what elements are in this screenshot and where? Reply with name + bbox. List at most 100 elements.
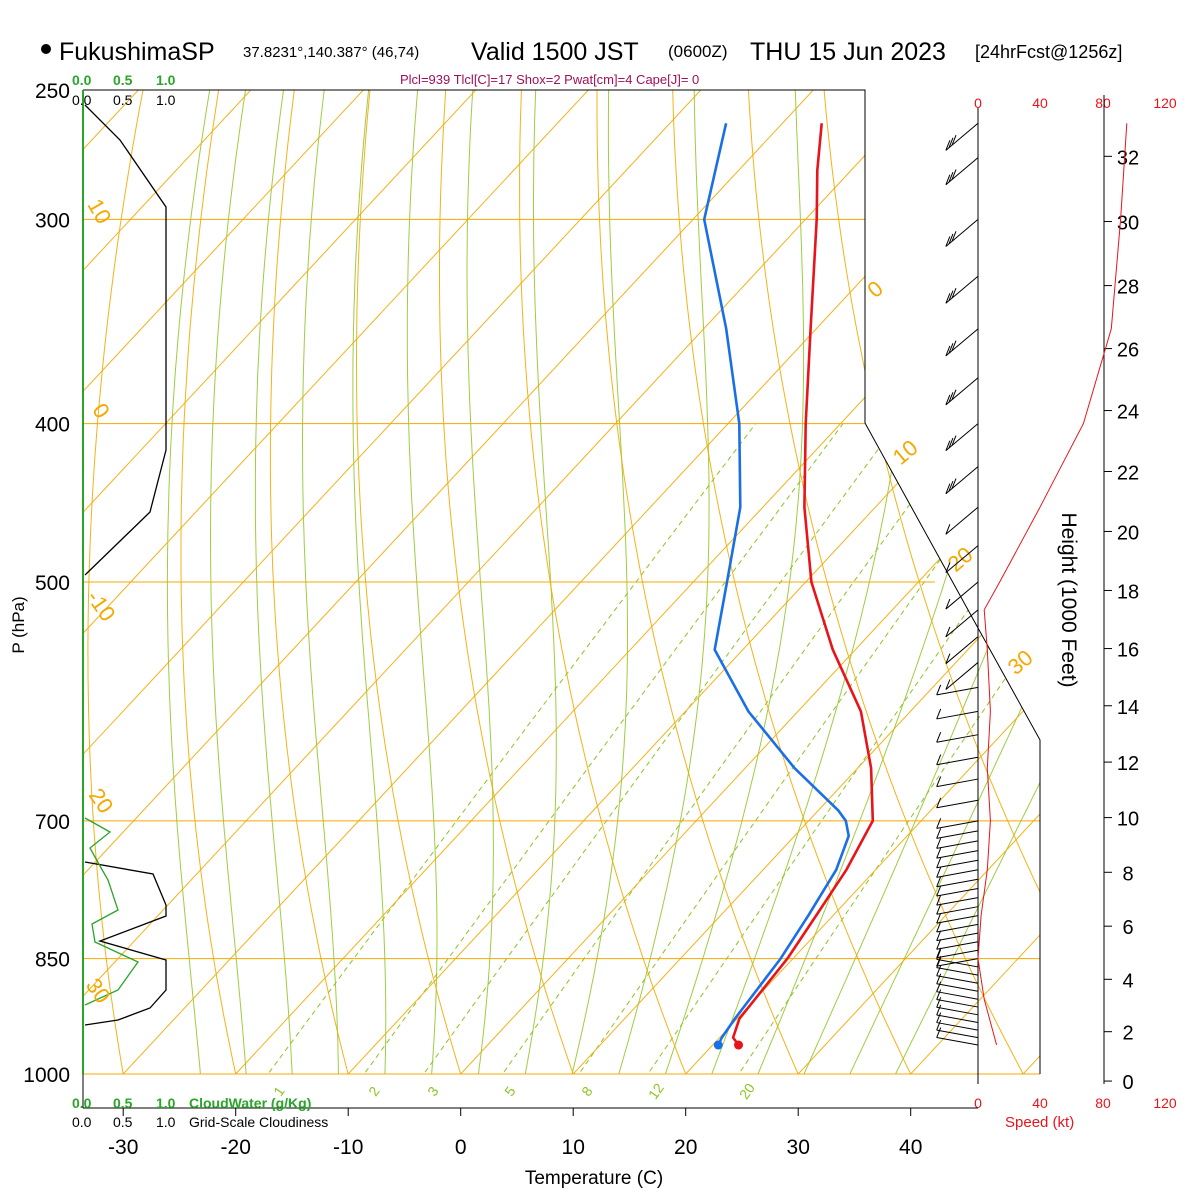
wind-barb-staff (936, 975, 979, 984)
wind-barb-flag (936, 939, 942, 950)
valid-time-utc: (0600Z) (668, 42, 728, 61)
height-tick-label: 26 (1117, 340, 1139, 362)
height-tick-label: 0 (1122, 1072, 1133, 1094)
speed-tick-label-bottom: 0 (974, 1095, 982, 1111)
wind-barb-staff (936, 850, 979, 859)
wind-barb-staff (936, 1029, 979, 1039)
moist-adiabat-line (743, 90, 1040, 1074)
speed-tick-label-top: 0 (974, 95, 982, 111)
pressure-tick-label: 500 (35, 572, 70, 595)
moist-adiabat-line (563, 90, 628, 1074)
wind-barb-flag (945, 524, 951, 535)
wind-barb-staff (945, 662, 979, 690)
wind-barb-staff (936, 734, 979, 743)
wind-barb-staff (936, 999, 979, 1008)
temperature-tick-label: 0 (455, 1136, 467, 1159)
wind-barb-flag (951, 478, 957, 489)
dry-adiabat-label: 30 (81, 974, 116, 1008)
isotherm-line (90, 90, 1040, 1074)
dry-adiabat-line (746, 90, 1040, 1074)
height-tick-label: 16 (1117, 640, 1139, 662)
sounding-profiles (702, 123, 875, 1050)
wind-barb-staff (936, 859, 979, 869)
wind-barb-flag (951, 389, 957, 400)
mixing-ratio-line (477, 423, 969, 1074)
temperature-tick-label: -10 (333, 1136, 363, 1159)
wind-barb-staff (945, 636, 979, 665)
cloudwater-scale-bottom-1: 0.5 (113, 1095, 133, 1111)
dewpoint-surface-marker (713, 1040, 723, 1050)
dry-adiabat-label: 30 (1003, 645, 1038, 680)
wind-barb-flag (936, 981, 942, 992)
wind-barb-staff (945, 328, 979, 357)
cloudiness-scale-bottom-0: 0.0 (72, 1114, 92, 1130)
wind-barb-flag (936, 797, 942, 808)
isotherm-line (878, 90, 1040, 1074)
height-tick-label: 8 (1122, 863, 1133, 885)
wind-barb-flag (948, 392, 954, 403)
wind-barb-flag (951, 231, 957, 242)
wind-barb-staff (936, 967, 979, 976)
dry-adiabat-line (269, 90, 359, 1074)
wind-barb-flag (945, 236, 951, 247)
plot-frame (83, 89, 866, 423)
isotherm-lines (83, 90, 1040, 1074)
wind-barb-flag (948, 233, 954, 245)
speed-tick-label-top: 120 (1153, 95, 1177, 111)
wind-barb-staff (945, 122, 979, 151)
temperature-tick-label: -20 (221, 1136, 251, 1159)
wind-barb-flag (948, 480, 954, 492)
wind-barb-staff (936, 1014, 979, 1023)
wind-barb-flag (945, 140, 951, 151)
cloudwater-scale-tick-1: 0.5 (113, 72, 133, 88)
moist-adiabat-line (406, 90, 438, 1074)
moist-adiabat-line (210, 90, 251, 1074)
grid-scale-cloudiness-line (84, 104, 167, 576)
cloudiness-scale-bottom-1: 0.5 (113, 1114, 133, 1130)
moist-adiabat-line (878, 90, 1040, 1074)
mixing-ratio-label: 20 (736, 1080, 758, 1102)
pressure-tick-label: 700 (35, 811, 70, 834)
wind-barb-flag (945, 626, 951, 638)
mixing-ratio-label: 5 (501, 1083, 519, 1099)
isotherm-line (83, 90, 279, 1074)
height-axis-title: Height (1000 Feet) (1057, 512, 1080, 687)
wind-barb-staff (936, 932, 979, 942)
cloud-water-line (84, 817, 139, 1006)
dewpoint-profile (702, 123, 850, 1046)
wind-barb-staff (945, 157, 979, 186)
cloudiness-scale-tick-1: 0.5 (113, 92, 133, 108)
wind-barb-flag (936, 708, 942, 720)
wind-barb-staff (945, 545, 979, 574)
dry-adiabat-label: 0 (862, 276, 887, 303)
pressure-tick-label: 300 (35, 209, 70, 232)
height-tick-label: 30 (1117, 213, 1139, 235)
moist-adiabat-line (518, 90, 557, 1074)
height-tick-label: 14 (1117, 697, 1139, 719)
wind-barb-flag (945, 598, 951, 610)
cloudiness-scale-tick-0: 0.0 (72, 92, 92, 108)
wind-barb-flag (945, 653, 951, 664)
wind-barb-staff (936, 906, 979, 915)
wind-barb-flag (945, 174, 951, 185)
moist-adiabat-line (653, 90, 805, 1074)
wind-barb-staff (945, 506, 979, 535)
temperature-tick-label: 30 (787, 1136, 810, 1159)
stability-indices: Plcl=939 Tlcl[C]=17 Shox=2 Pwat[cm]=4 Ca… (400, 72, 699, 87)
lower-cloudiness-line (84, 861, 167, 1026)
isotherm-line (540, 90, 1040, 1074)
wind-barb-staff (936, 869, 979, 878)
isotherm-line (83, 90, 616, 1074)
temperature-tick-label: 20 (674, 1136, 697, 1159)
dry-adiabat-line (1196, 61, 1200, 1109)
dry-adiabat-line (596, 90, 815, 1074)
wind-barb-staff (936, 1022, 979, 1031)
dry-adiabat-line (671, 90, 929, 1074)
temperature-tick-label: -30 (108, 1136, 138, 1159)
mixing-ratio-line (398, 423, 898, 1074)
moist-adiabat-line (788, 90, 1040, 1074)
wind-barb-flag (945, 562, 951, 573)
wind-barb-flag (936, 1004, 942, 1016)
cloudwater-scale-tick-2: 1.0 (156, 72, 176, 88)
